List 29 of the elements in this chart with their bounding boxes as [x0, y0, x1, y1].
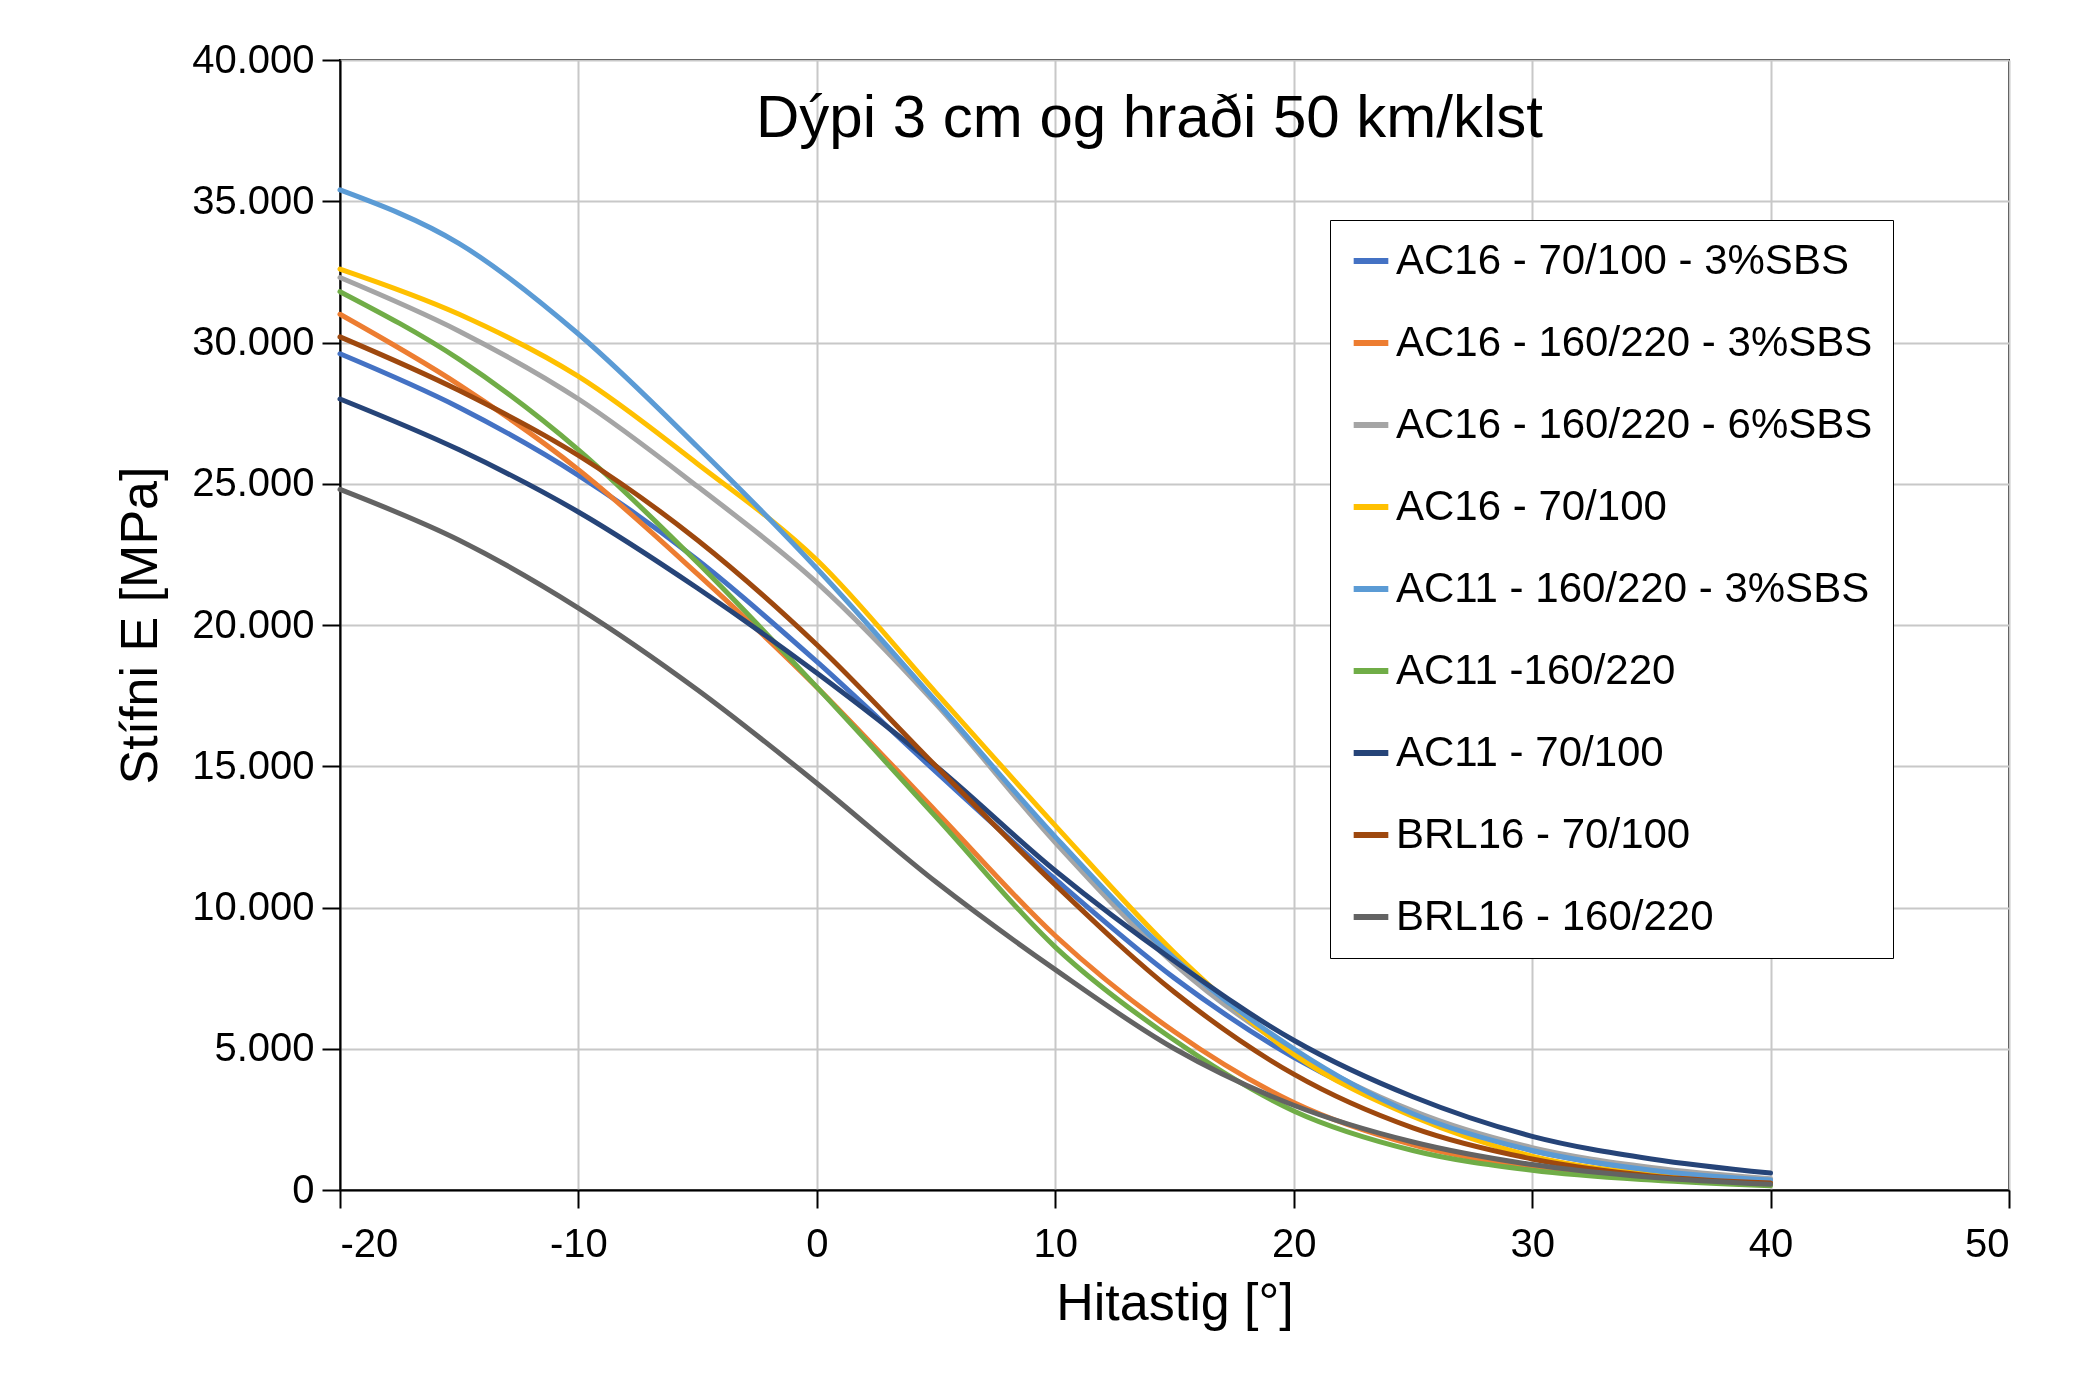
- x-tick-label: -20: [340, 1220, 399, 1265]
- y-tick-label: 5.000: [214, 1025, 315, 1070]
- y-tick-label: 20.000: [192, 601, 315, 646]
- y-tick-label: 0: [292, 1166, 315, 1211]
- x-tick-label: 0: [806, 1220, 829, 1265]
- legend-label: AC16 - 70/100 - 3%SBS: [1396, 236, 1849, 283]
- y-tick-label: 40.000: [192, 36, 315, 81]
- x-axis-title: Hitastig [°]: [1056, 1272, 1294, 1331]
- y-axis-title: Stífni E [MPa]: [110, 466, 169, 785]
- chart-title: Dýpi 3 cm og hraði 50 km/klst: [756, 83, 1544, 150]
- legend-label: AC16 - 70/100: [1396, 482, 1667, 529]
- legend-label: AC16 - 160/220 - 3%SBS: [1396, 318, 1873, 365]
- y-tick-label: 35.000: [192, 177, 315, 222]
- legend-label: BRL16 - 160/220: [1396, 892, 1714, 939]
- y-tick-label: 30.000: [192, 319, 315, 363]
- x-tick-label: 50: [1965, 1220, 2010, 1265]
- legend-label: AC11 -160/220: [1396, 646, 1676, 693]
- y-tick-label: 10.000: [192, 884, 315, 928]
- legend-label: BRL16 - 70/100: [1396, 810, 1691, 857]
- legend-label: AC16 - 160/220 - 6%SBS: [1396, 400, 1873, 447]
- legend-label: AC11 - 70/100: [1396, 728, 1664, 775]
- legend-label: AC11 - 160/220 - 3%SBS: [1396, 564, 1870, 611]
- x-tick-label: -10: [550, 1220, 608, 1265]
- x-tick-label: 30: [1510, 1220, 1555, 1265]
- y-tick-label: 25.000: [192, 460, 315, 505]
- x-tick-label: 20: [1271, 1220, 1317, 1265]
- y-tick-label: 15.000: [192, 742, 315, 787]
- x-tick-label: 40: [1748, 1220, 1794, 1265]
- x-tick-label: 10: [1033, 1220, 1079, 1265]
